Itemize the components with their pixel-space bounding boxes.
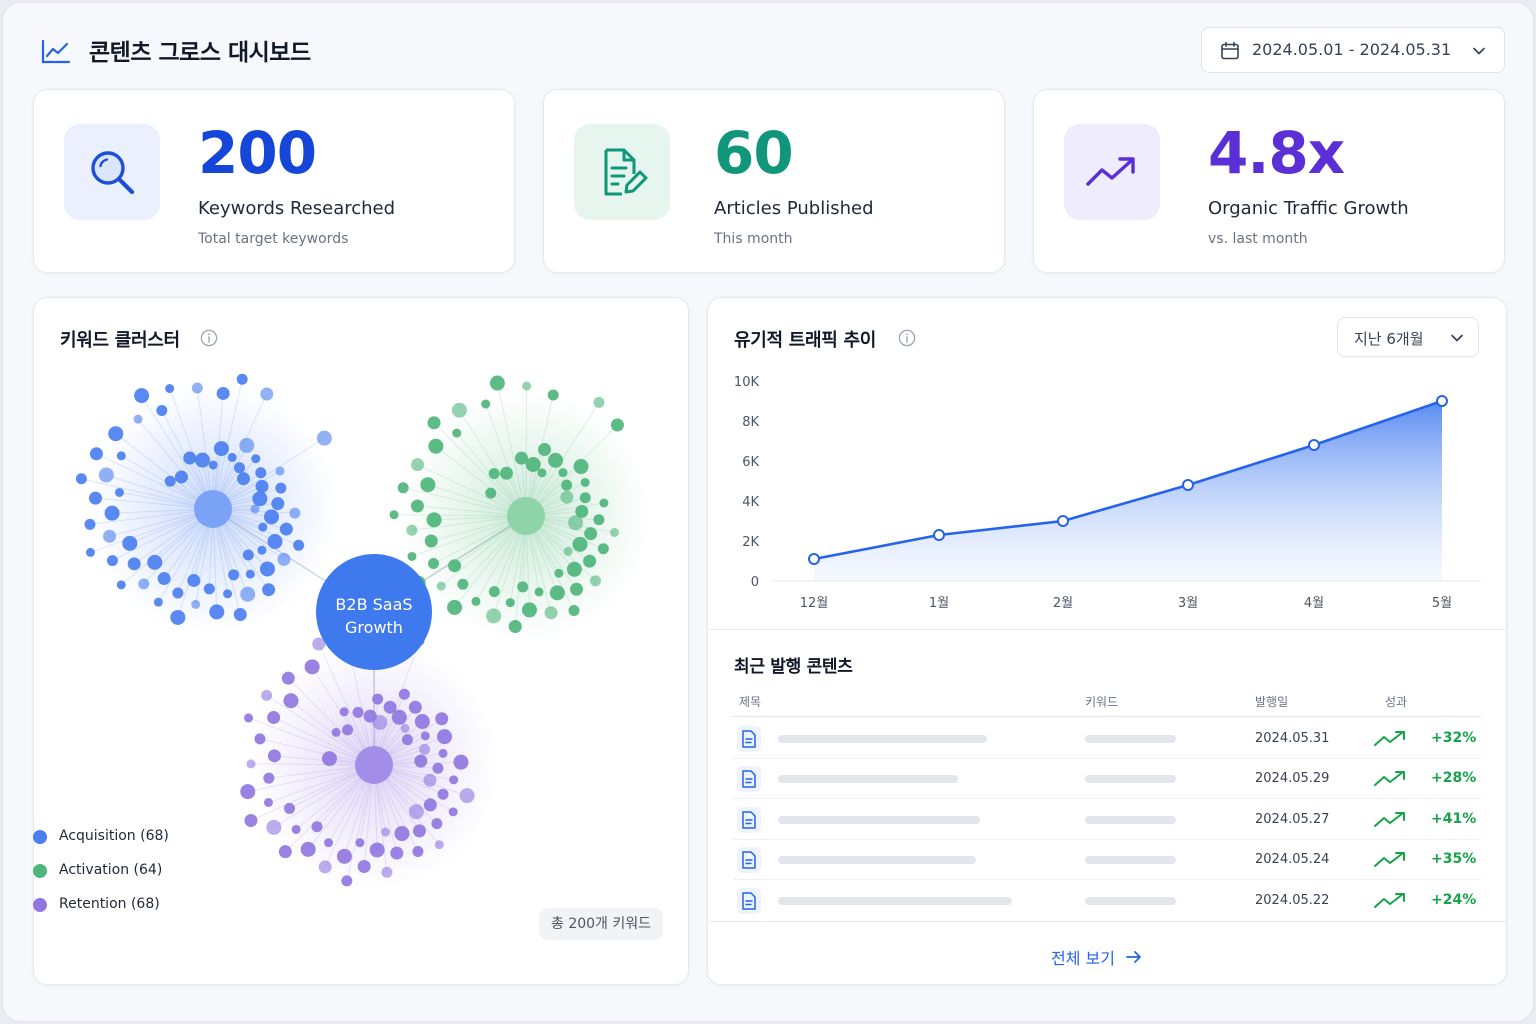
kpi-icon-box — [1064, 124, 1160, 220]
kpi-label: Articles Published — [714, 198, 874, 219]
publish-date: 2024.05.22 — [1255, 893, 1330, 908]
traffic-card: 유기적 트래픽 추이 최근 발행 콘텐츠 — [707, 297, 1507, 985]
range-select-value: 지난 6개월 — [1354, 330, 1424, 348]
kpi-card-traffic: 4.8x Organic Traffic Growth vs. last mon… — [1033, 89, 1505, 273]
trend-up-icon — [1374, 731, 1405, 746]
kpi-value: 60 — [714, 119, 794, 187]
document-edit-icon — [604, 148, 648, 196]
trend-up-icon — [1374, 771, 1405, 786]
title-placeholder — [778, 735, 987, 743]
row-divider — [733, 879, 1481, 880]
date-range-picker[interactable]: 2024.05.01 - 2024.05.31 — [1201, 27, 1505, 73]
legend-dot — [33, 898, 47, 912]
header: 콘텐츠 그로스 대시보드 2024.05.01 - 2024.05.31 — [3, 3, 1533, 91]
kpi-card-articles: 60 Articles Published This month — [543, 89, 1005, 273]
chevron-down-icon — [1473, 47, 1485, 55]
column-header-title: 제목 — [739, 695, 762, 709]
kpi-icon-box — [574, 124, 670, 220]
trend-up-icon — [1374, 852, 1405, 867]
arrow-right-icon — [1126, 951, 1141, 963]
kpi-subtext: This month — [714, 231, 793, 247]
performance-change: +35% — [1431, 851, 1477, 867]
legend-label: Retention (68) — [59, 896, 160, 912]
traffic-range-select[interactable]: 지난 6개월 — [1337, 317, 1479, 357]
keyword-cluster-card: 키워드 클러스터 — [33, 297, 689, 985]
kpi-label: Keywords Researched — [198, 198, 396, 219]
legend-item-retention: Retention (68) — [33, 895, 233, 915]
line-chart-icon — [41, 39, 71, 64]
kpi-value: 4.8x — [1208, 119, 1345, 187]
total-keywords-chip: 총 200개 키워드 — [539, 908, 663, 940]
cluster-title: 키워드 클러스터 — [60, 330, 180, 351]
title-placeholder — [778, 816, 980, 824]
document-icon — [737, 888, 761, 914]
kpi-label: Organic Traffic Growth — [1208, 198, 1409, 219]
date-range-text: 2024.05.01 - 2024.05.31 — [1252, 40, 1452, 59]
legend-item-activation: Activation (64) — [33, 861, 233, 881]
trend-up-icon — [1374, 893, 1405, 908]
recent-content-title: 최근 발행 콘텐츠 — [734, 657, 853, 677]
row-divider — [733, 758, 1481, 759]
title-placeholder — [778, 856, 976, 864]
traffic-title: 유기적 트래픽 추이 — [734, 330, 877, 351]
page-title: 콘텐츠 그로스 대시보드 — [89, 40, 311, 66]
column-header-date: 발행일 — [1255, 695, 1289, 709]
chevron-down-icon — [1451, 334, 1463, 342]
performance-change: +41% — [1431, 811, 1477, 827]
row-divider — [733, 798, 1481, 799]
legend-item-acquisition: Acquisition (68) — [33, 827, 233, 847]
table-bottom-divider — [709, 921, 1507, 922]
publish-date: 2024.05.27 — [1255, 812, 1330, 827]
performance-change: +28% — [1431, 770, 1477, 786]
info-icon[interactable] — [200, 329, 218, 347]
view-all-link[interactable]: 전체 보기 — [1051, 945, 1141, 969]
kpi-subtext: Total target keywords — [198, 231, 349, 247]
document-icon — [737, 726, 761, 752]
kpi-icon-box — [64, 124, 160, 220]
view-all-label: 전체 보기 — [1051, 949, 1115, 968]
trend-up-icon — [1086, 157, 1135, 186]
title-placeholder — [778, 775, 958, 783]
document-icon — [737, 766, 761, 792]
kpi-card-keywords: 200 Keywords Researched Total target key… — [33, 89, 515, 273]
document-icon — [737, 807, 761, 833]
title-placeholder — [778, 897, 1012, 905]
keyword-placeholder — [1085, 856, 1176, 864]
legend-label: Acquisition (68) — [59, 828, 169, 844]
performance-change: +24% — [1431, 892, 1477, 908]
keyword-placeholder — [1085, 816, 1176, 824]
publish-date: 2024.05.29 — [1255, 771, 1330, 786]
legend-dot — [33, 830, 47, 844]
performance-change: +32% — [1431, 730, 1477, 746]
legend-label: Activation (64) — [59, 862, 163, 878]
column-header-performance: 성과 — [1385, 695, 1408, 709]
document-icon — [737, 847, 761, 873]
kpi-subtext: vs. last month — [1208, 231, 1308, 247]
kpi-value: 200 — [198, 119, 317, 187]
column-header-keyword: 키워드 — [1085, 695, 1119, 709]
section-divider — [709, 629, 1507, 630]
legend-dot — [33, 864, 47, 878]
keyword-placeholder — [1085, 897, 1176, 905]
publish-date: 2024.05.31 — [1255, 731, 1330, 746]
keyword-placeholder — [1085, 775, 1176, 783]
publish-date: 2024.05.24 — [1255, 852, 1330, 867]
trend-up-icon — [1374, 812, 1405, 827]
search-icon — [91, 151, 135, 195]
row-divider — [733, 839, 1481, 840]
keyword-placeholder — [1085, 735, 1176, 743]
info-icon[interactable] — [898, 329, 916, 347]
calendar-icon — [1221, 41, 1239, 60]
table-header-divider — [733, 716, 1481, 717]
